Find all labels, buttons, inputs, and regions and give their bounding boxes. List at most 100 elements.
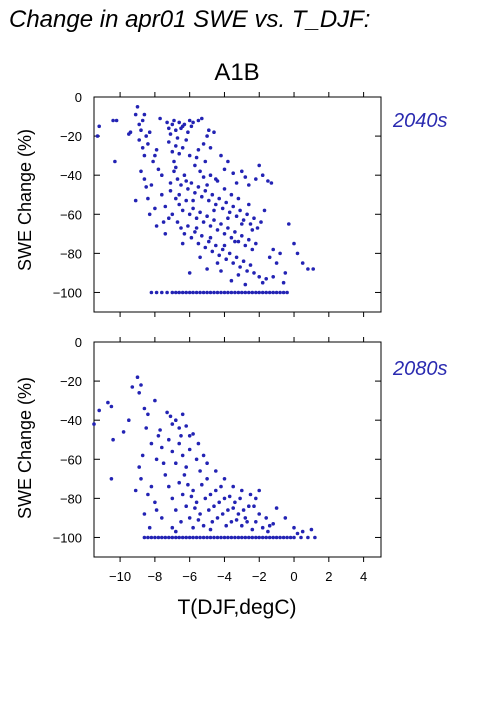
data-point: [140, 453, 145, 458]
data-point: [236, 239, 241, 244]
data-point: [167, 216, 171, 220]
data-point: [212, 208, 216, 213]
data-point: [179, 520, 183, 524]
data-point: [226, 226, 230, 230]
data-point: [233, 500, 237, 505]
data-point: [140, 118, 145, 123]
data-point: [222, 232, 227, 236]
data-point: [210, 520, 215, 524]
data-point: [172, 118, 176, 123]
data-point: [233, 239, 237, 244]
data-point: [207, 508, 211, 512]
data-point: [226, 216, 230, 220]
data-point: [260, 280, 265, 285]
data-point: [254, 241, 258, 246]
y-axis-label: SWE Change (%): [15, 377, 35, 519]
data-point: [288, 535, 293, 540]
data-point: [214, 243, 218, 248]
data-point: [238, 265, 242, 269]
data-point: [168, 189, 173, 193]
data-point: [170, 525, 175, 530]
data-point: [222, 496, 227, 501]
data-point: [250, 535, 255, 540]
data-point: [121, 430, 126, 434]
data-point: [224, 257, 228, 262]
data-point: [233, 230, 237, 234]
data-point: [189, 235, 194, 240]
panel-frame: [93, 96, 382, 313]
data-point: [198, 535, 202, 540]
data-point: [224, 523, 228, 528]
data-point: [264, 290, 269, 295]
data-point: [95, 134, 100, 138]
data-point: [153, 535, 157, 540]
data-point: [170, 422, 175, 426]
data-point: [142, 112, 147, 117]
data-point: [240, 535, 244, 540]
data-point: [248, 263, 253, 267]
data-point: [153, 153, 157, 158]
data-point: [260, 290, 265, 295]
data-point: [174, 165, 178, 170]
data-point: [200, 234, 204, 238]
data-point: [214, 202, 218, 207]
data-point: [174, 196, 178, 201]
data-point: [295, 531, 300, 536]
data-point: [241, 508, 246, 512]
data-point: [142, 406, 147, 411]
data-point: [92, 422, 96, 426]
data-point: [163, 535, 168, 540]
data-point: [219, 290, 223, 295]
data-point: [180, 453, 185, 458]
data-point: [186, 224, 190, 228]
data-point: [226, 508, 230, 512]
data-point: [194, 457, 199, 462]
data-point: [146, 492, 150, 497]
panel-frame: [93, 341, 382, 558]
data-point: [285, 290, 289, 295]
data-point: [208, 535, 213, 540]
data-point: [180, 208, 185, 213]
data-point: [177, 480, 181, 485]
data-point: [139, 383, 143, 387]
data-point: [229, 290, 234, 295]
data-point: [174, 128, 178, 132]
data-point: [174, 290, 178, 295]
data-point: [158, 428, 162, 432]
y-tick-label: −40: [60, 413, 82, 428]
data-point: [254, 520, 258, 524]
data-point: [180, 241, 185, 246]
data-point: [243, 535, 248, 540]
data-point: [227, 251, 232, 256]
data-point: [191, 120, 195, 125]
data-point: [266, 179, 270, 183]
data-point: [97, 408, 101, 413]
data-point: [177, 120, 181, 125]
x-tick-label: −10: [109, 569, 131, 584]
data-point: [201, 523, 206, 528]
data-point: [227, 210, 232, 215]
data-point: [113, 159, 117, 164]
data-point: [187, 271, 192, 275]
data-point: [229, 192, 234, 197]
data-point: [205, 267, 209, 271]
data-point: [231, 484, 235, 489]
data-point: [170, 122, 175, 127]
data-point: [196, 148, 201, 152]
data-point: [203, 159, 208, 164]
data-point: [201, 290, 206, 295]
data-point: [156, 434, 161, 438]
data-point: [229, 520, 234, 524]
data-point: [250, 527, 255, 532]
data-point: [194, 290, 199, 295]
data-point: [168, 181, 173, 185]
data-point: [149, 535, 154, 540]
data-point: [200, 482, 204, 487]
data-point: [187, 153, 192, 158]
data-point: [207, 198, 211, 203]
data-point: [257, 275, 262, 279]
data-point: [215, 228, 220, 232]
data-point: [147, 525, 152, 530]
data-point: [271, 535, 276, 540]
data-point: [153, 398, 157, 403]
